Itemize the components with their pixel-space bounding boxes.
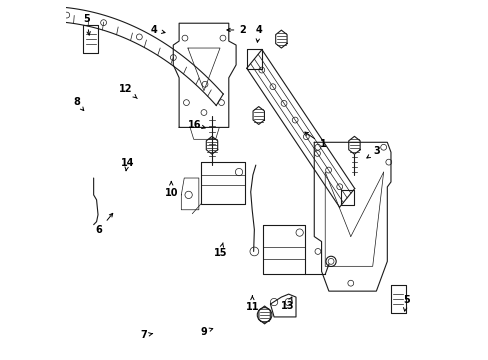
Text: 16: 16 [187,120,205,130]
Text: 3: 3 [366,147,379,158]
Text: 5: 5 [83,14,90,35]
Text: 2: 2 [226,25,245,35]
Text: 13: 13 [280,297,293,311]
Text: 4: 4 [151,25,164,35]
Text: 6: 6 [96,213,113,235]
Text: 9: 9 [200,327,212,337]
Text: 8: 8 [73,97,83,111]
Text: 1: 1 [304,132,326,149]
Text: 14: 14 [121,158,134,171]
Text: 7: 7 [140,330,152,341]
Text: 5: 5 [402,295,409,311]
Text: 11: 11 [245,296,259,312]
Text: 12: 12 [119,84,137,99]
Text: 10: 10 [164,181,178,198]
Text: 15: 15 [213,243,226,258]
Text: 4: 4 [255,25,262,42]
